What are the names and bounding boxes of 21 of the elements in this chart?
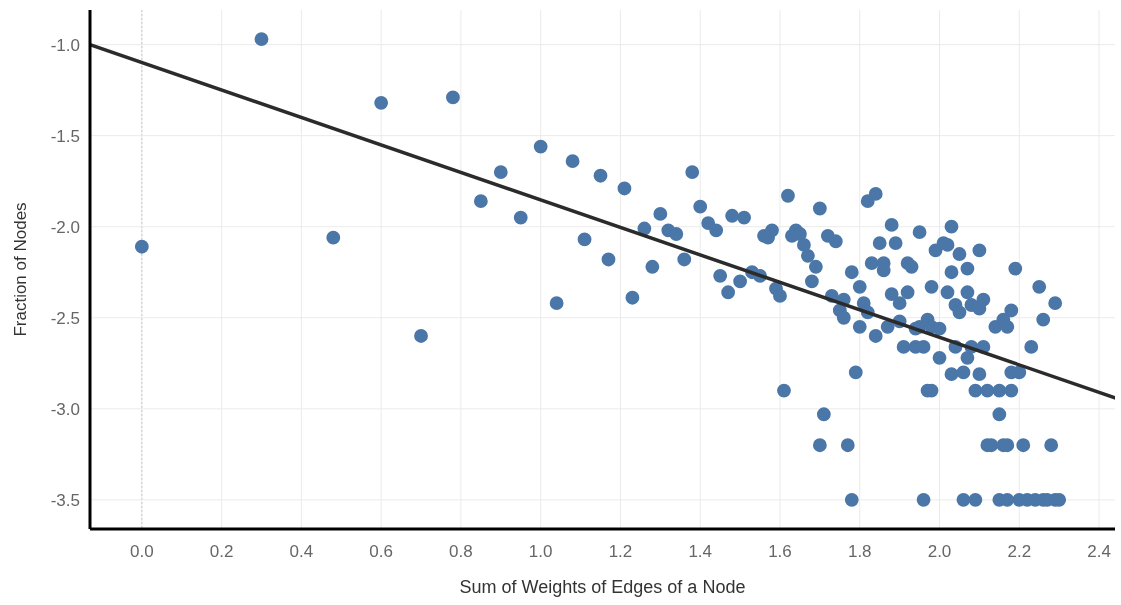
x-tick-label: 1.0 (528, 542, 553, 561)
y-tick-label: -1.0 (50, 35, 80, 55)
x-tick-label: 2.4 (1087, 542, 1111, 561)
x-tick-label: 1.4 (688, 542, 713, 561)
x-tick-label: 1.2 (608, 542, 633, 561)
x-tick-label: 0.6 (369, 542, 393, 561)
x-tick-label: 1.8 (847, 542, 872, 561)
x-tick-label: 1.6 (768, 542, 792, 561)
x-tick-label: 0.8 (449, 542, 473, 561)
y-tick-label: -3.0 (50, 399, 80, 419)
y-tick-label: -2.0 (50, 217, 80, 237)
x-tick-label: 0.0 (130, 542, 154, 561)
x-tick-label: 2.0 (927, 542, 952, 561)
x-axis-title: Sum of Weights of Edges of a Node (459, 577, 746, 597)
x-tick-label: 0.2 (209, 542, 234, 561)
y-axis-title: Fraction of Nodes (11, 202, 30, 337)
y-tick-label: -2.5 (50, 308, 80, 328)
y-tick-label: -3.5 (50, 490, 80, 510)
x-tick-label: 0.4 (289, 542, 314, 561)
x-tick-label: 2.2 (1007, 542, 1032, 561)
y-tick-label: -1.5 (50, 126, 80, 146)
